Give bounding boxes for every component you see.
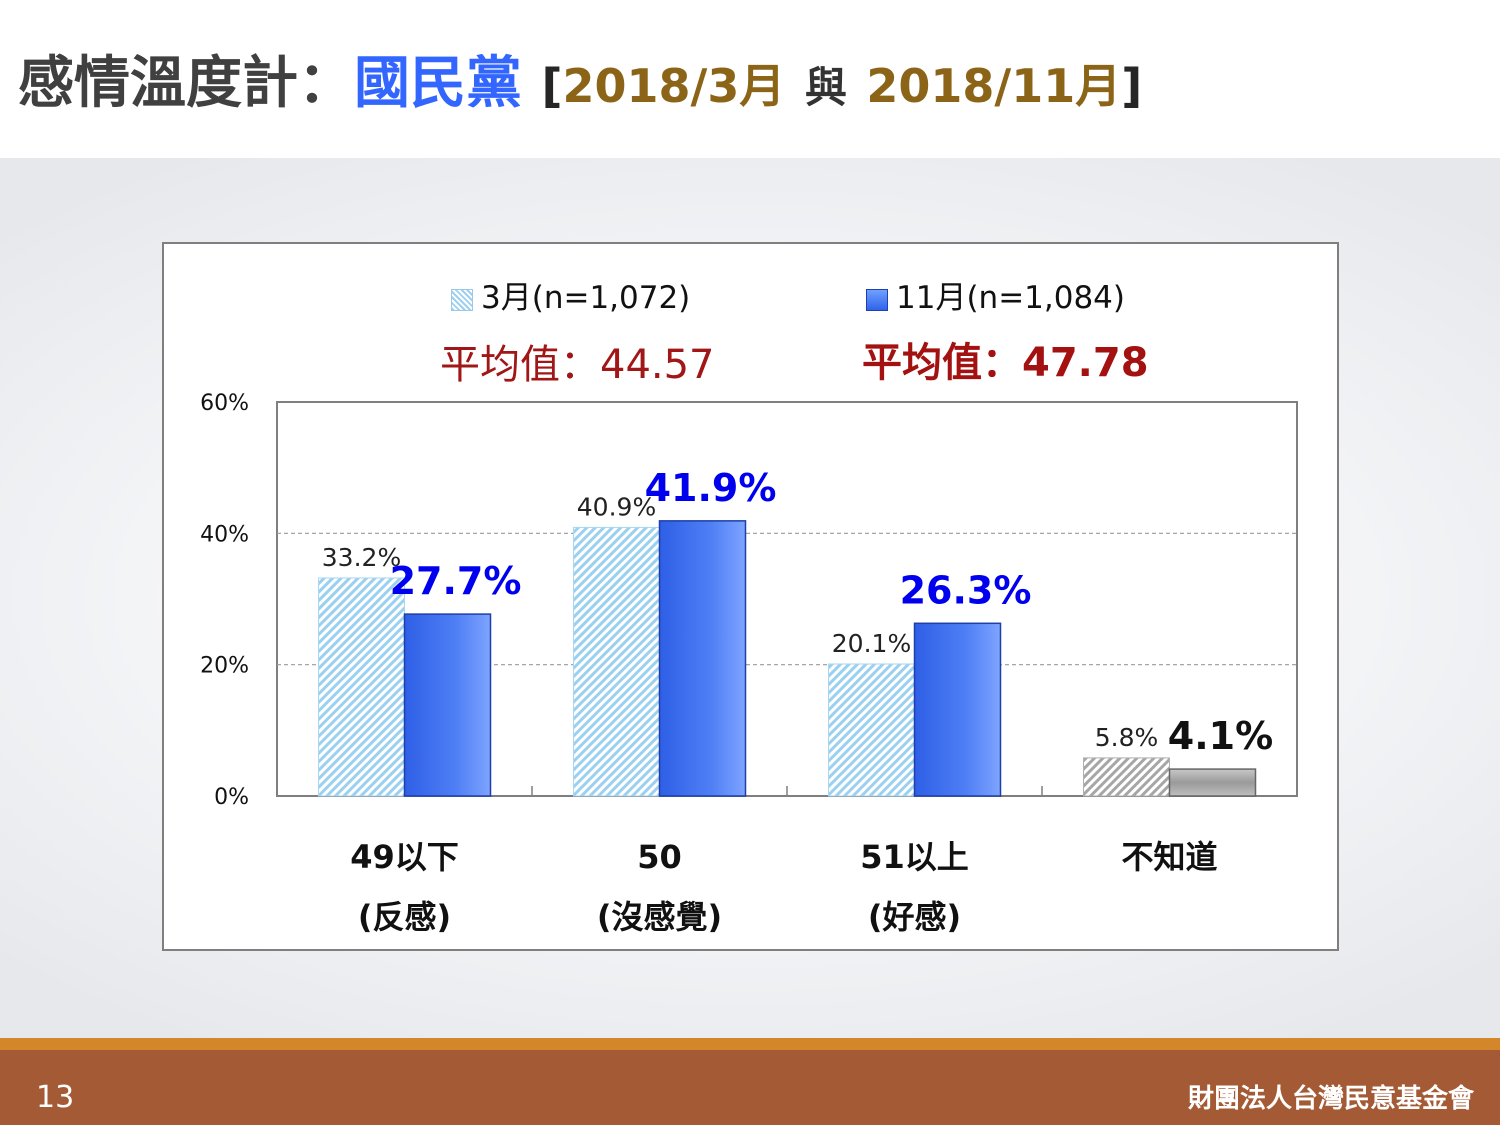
y-tick-label: 20% — [200, 654, 249, 679]
title-bar: 感情溫度計：國民黨 [2018/3月 與 2018/11月] — [0, 0, 1500, 158]
x-category-label: 49以下 — [350, 838, 459, 876]
title-main: 感情溫度計： — [18, 51, 354, 116]
data-label-nov: 4.1% — [1168, 714, 1273, 758]
legend-label-march: 3月(n=1,072) — [481, 280, 691, 316]
title-date-nov: 2018/11月 — [866, 59, 1122, 113]
bar-nov — [403, 613, 492, 797]
chart-container: 3月(n=1,072) 11月(n=1,084) 平均值：44.57 平均值：4… — [162, 242, 1339, 951]
bars — [318, 520, 1257, 797]
x-category-sublabel: (沒感覺) — [597, 898, 722, 936]
y-tick-label: 60% — [200, 391, 249, 416]
average-march: 平均值：44.57 — [440, 342, 715, 388]
title-and: 與 — [804, 63, 847, 112]
data-label-march: 33.2% — [322, 543, 401, 572]
legend-swatch-march — [451, 288, 473, 311]
x-category-label: 不知道 — [1121, 838, 1217, 876]
data-label-march: 5.8% — [1095, 723, 1159, 752]
legend-swatch-nov — [866, 288, 888, 311]
data-label-nov: 27.7% — [390, 559, 522, 603]
data-label-march: 40.9% — [577, 492, 656, 521]
x-category-label: 51以上 — [860, 838, 969, 876]
title-close-bracket: ] — [1121, 59, 1143, 113]
title-open-bracket: [ — [541, 59, 563, 113]
y-tick-label: 0% — [214, 785, 249, 810]
bar-chart: 60% 40% 20% 0% 33.2%27.7% 40.9%41.9% 20.1% 26.… — [200, 391, 1298, 936]
page-title: 感情溫度計：國民黨 [2018/3月 與 2018/11月] — [18, 42, 1142, 130]
title-party: 國民黨 — [354, 51, 522, 116]
footer-organization: 財團法人台灣民意基金會 — [1187, 1084, 1474, 1114]
bar-nov — [1168, 768, 1257, 797]
bar-march — [318, 577, 405, 797]
x-category-label: 50 — [637, 838, 682, 876]
data-label-march: 20.1% — [832, 629, 911, 658]
data-labels: 33.2%27.7% 40.9%41.9% 20.1% 26.3% 5.8% 4.1% — [322, 466, 1273, 758]
bar-march — [573, 526, 660, 797]
x-category-sublabel: (好感) — [868, 898, 961, 936]
bar-nov — [913, 622, 1002, 797]
data-label-nov: 41.9% — [645, 466, 777, 510]
x-category-sublabel: (反感) — [358, 898, 451, 936]
data-label-nov: 26.3% — [900, 568, 1032, 612]
title-date-march: 2018/3月 — [562, 59, 786, 113]
bar-march — [1083, 757, 1170, 797]
footer-band: 13 財團法人台灣民意基金會 — [0, 1038, 1500, 1125]
legend-item-march: 3月(n=1,072) — [451, 272, 690, 317]
bar-march — [828, 663, 915, 797]
y-axis-ticks: 60% 40% 20% 0% — [200, 391, 249, 810]
y-tick-label: 40% — [200, 522, 249, 547]
x-axis-labels: 49以下 (反感) 50 (沒感覺) 51以上 (好感) 不知道 — [350, 838, 1217, 936]
bar-nov — [658, 520, 747, 797]
page-number: 13 — [36, 1080, 75, 1115]
average-nov: 平均值：47.78 — [862, 340, 1149, 386]
legend-item-nov: 11月(n=1,084) — [866, 272, 1125, 317]
legend-label-nov: 11月(n=1,084) — [896, 280, 1126, 316]
